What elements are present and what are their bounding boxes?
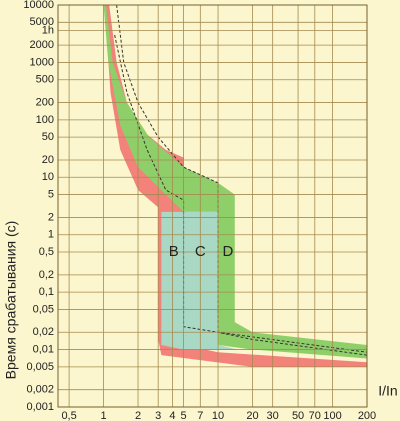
- y-tick-label: 10000: [23, 0, 54, 11]
- y-tick-label: 1: [48, 229, 54, 241]
- y-axis-label: Время срабатывания (с): [3, 221, 19, 380]
- y-tick-label: 1h: [42, 24, 54, 36]
- y-tick-label: 50: [42, 131, 54, 143]
- y-tick-label: 0,01: [33, 343, 54, 355]
- y-tick-label: 20: [42, 154, 54, 166]
- y-tick-label: 2000: [30, 39, 54, 51]
- x-tick-label: 50: [292, 410, 304, 421]
- y-tick-label: 2: [48, 211, 54, 223]
- x-tick-label: 70: [309, 410, 321, 421]
- y-tick-label: 5000: [30, 16, 54, 28]
- band-label: B: [169, 243, 179, 260]
- band-label: C: [195, 243, 206, 260]
- dashed-curve: [116, 4, 368, 356]
- band-label: D: [223, 243, 234, 260]
- x-tick-label: 200: [358, 410, 376, 421]
- y-tick-label: 0,1: [39, 286, 54, 298]
- y-tick-label: 0,005: [26, 361, 54, 373]
- y-tick-label: 500: [36, 74, 54, 86]
- y-tick-label: 0,002: [26, 384, 54, 396]
- y-tick-label: 100: [36, 114, 54, 126]
- y-tick-label: 0,5: [39, 246, 54, 258]
- x-tick-label: 3: [155, 410, 161, 421]
- y-tick-label: 1000: [30, 56, 54, 68]
- y-tick-label: 5: [48, 188, 54, 200]
- x-tick-label: 4: [169, 410, 175, 421]
- x-tick-label: 2: [135, 410, 141, 421]
- x-tick-label: 100: [323, 410, 341, 421]
- trip-band: [161, 211, 239, 350]
- plot-frame: [57, 4, 368, 408]
- y-tick-label: 0,2: [39, 269, 54, 281]
- x-tick-label: 10: [212, 410, 224, 421]
- x-tick-label: 7: [197, 410, 203, 421]
- x-axis-label: I/In: [378, 383, 397, 399]
- trip-band: [103, 5, 368, 359]
- x-tick-label: 20: [246, 410, 258, 421]
- x-tick-label: 5: [181, 410, 187, 421]
- x-tick-label: 0,5: [61, 410, 76, 421]
- y-tick-label: 200: [36, 96, 54, 108]
- x-tick-label: 1: [100, 410, 106, 421]
- y-tick-label: 0,02: [33, 326, 54, 338]
- y-tick-label: 0,05: [33, 303, 54, 315]
- y-tick-label: 0,001: [26, 401, 54, 413]
- y-tick-label: 10: [42, 171, 54, 183]
- x-tick-label: 30: [267, 410, 279, 421]
